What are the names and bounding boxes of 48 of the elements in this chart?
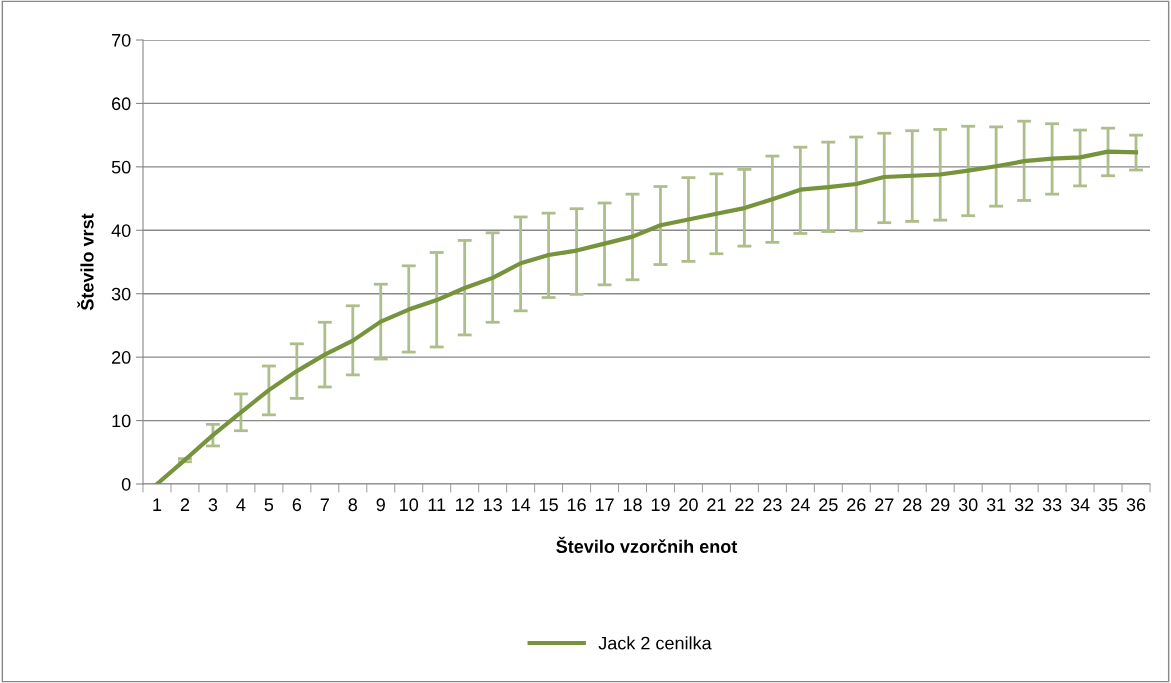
x-tick-label: 11 — [428, 498, 446, 511]
x-tick-label: 13 — [483, 498, 502, 512]
x-tick-label: 27 — [875, 498, 894, 511]
x-tick-label: 31 — [986, 498, 1006, 512]
x-tick-label: 21 — [707, 498, 726, 511]
line-series — [154, 149, 1139, 484]
x-tick-label: 8 — [348, 498, 358, 512]
x-tick-label: 17 — [595, 498, 614, 511]
x-tick-label: 7 — [320, 498, 329, 511]
x-tick-label: 26 — [847, 498, 866, 512]
x-tick-label: 14 — [511, 498, 531, 511]
x-tick-label: 33 — [1042, 498, 1062, 512]
x-tick-label: 34 — [1070, 498, 1090, 512]
y-tick-label: 0 — [121, 477, 131, 491]
x-tick-label: 4 — [236, 498, 246, 511]
x-tick-label: 12 — [456, 498, 474, 511]
x-tick-label: 30 — [958, 498, 978, 512]
y-tick-label: 20 — [112, 351, 131, 364]
legend-label: Jack 2 cenilka — [598, 636, 712, 650]
x-tick-label: 19 — [651, 498, 670, 512]
x-tick-label: 28 — [903, 498, 922, 512]
y-tick-label: 50 — [111, 160, 131, 174]
y-tick-label: 70 — [112, 33, 131, 47]
x-tick-label: 32 — [1014, 498, 1034, 512]
x-tick-label: 15 — [539, 498, 558, 512]
y-axis-title: Število vrst — [77, 213, 94, 311]
x-axis-title: Število vzorčnih enot — [556, 536, 738, 553]
x-tick-label: 5 — [264, 498, 274, 512]
x-tick-label: 3 — [208, 498, 218, 512]
x-tick-label: 23 — [763, 498, 782, 512]
y-tick-label: 30 — [111, 287, 131, 301]
x-tick-label: 1 — [153, 498, 162, 511]
x-tick-label: 6 — [292, 498, 302, 512]
x-tick-label: 36 — [1126, 498, 1146, 512]
x-tick-label: 29 — [931, 498, 950, 512]
y-tick-label: 10 — [112, 414, 131, 428]
y-tick-label: 60 — [112, 97, 131, 111]
x-tick-label: 20 — [679, 498, 698, 512]
x-tick-label: 9 — [376, 498, 385, 512]
x-tick-label: 22 — [735, 498, 754, 511]
x-tick-label: 2 — [180, 498, 190, 511]
x-tick-label: 24 — [791, 498, 810, 511]
x-tick-label: 35 — [1098, 498, 1118, 512]
y-tick-label: 40 — [111, 224, 131, 238]
x-tick-label: 10 — [400, 498, 419, 512]
x-tick-label: 18 — [623, 498, 642, 512]
x-tick-label: 25 — [819, 498, 838, 512]
x-tick-label: 16 — [567, 498, 586, 512]
